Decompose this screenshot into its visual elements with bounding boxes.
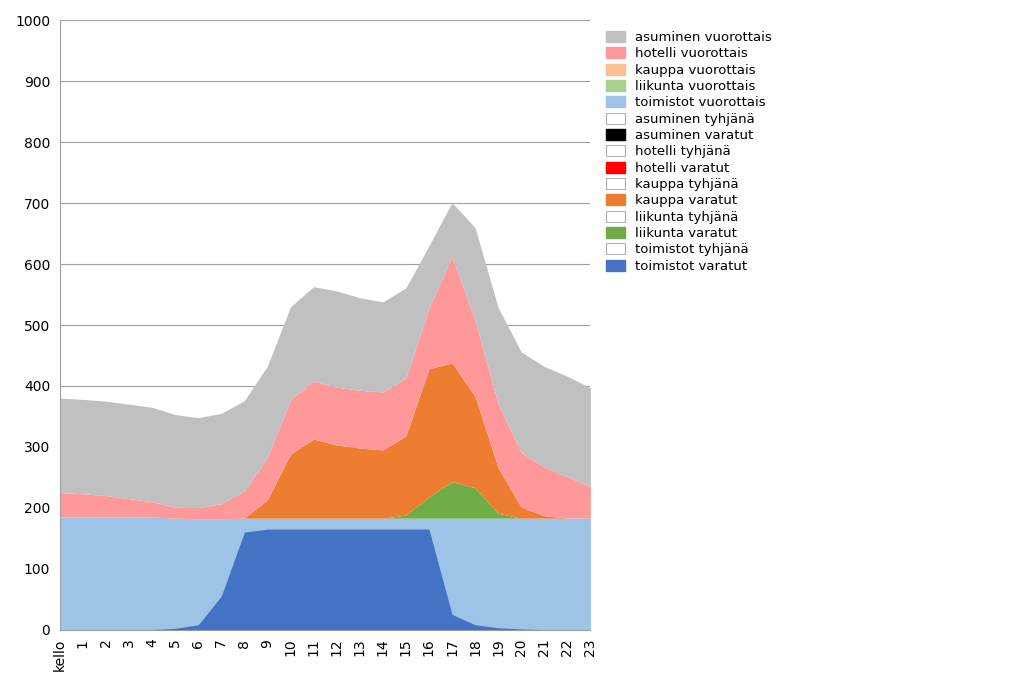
- Legend: asuminen vuorottais, hotelli vuorottais, kauppa vuorottais, liikunta vuorottais,: asuminen vuorottais, hotelli vuorottais,…: [602, 27, 776, 276]
